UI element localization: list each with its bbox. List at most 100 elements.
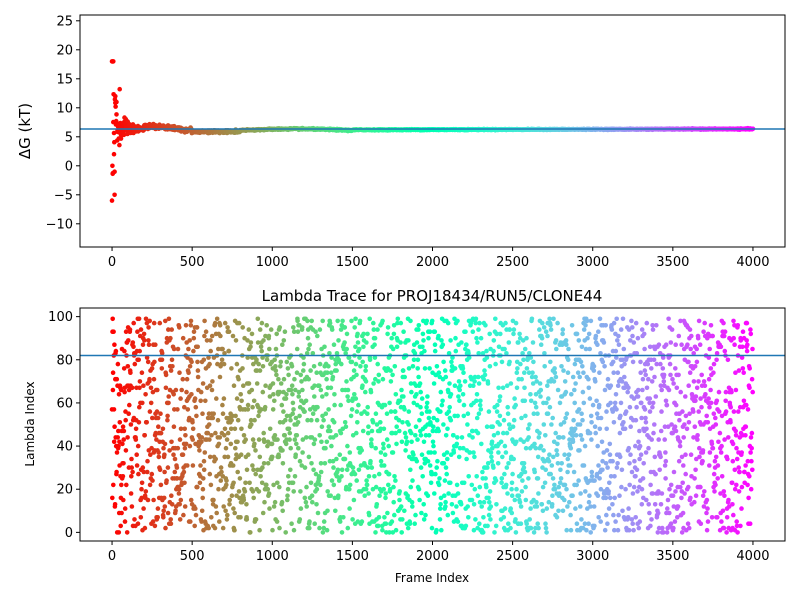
lambda-trace-point [245,407,251,412]
lambda-trace-point [227,502,232,507]
lambda-trace-point [217,374,223,380]
lambda-trace-point [600,467,605,473]
lambda-trace-point [465,504,471,509]
lambda-trace-point [436,428,442,434]
lambda-trace-point [579,437,585,442]
lambda-trace-point [438,495,444,501]
lambda-trace-point [321,417,326,423]
lambda-trace-point [543,525,549,531]
lambda-trace-point [189,392,194,397]
lambda-trace-point [437,476,442,481]
lambda-trace-point [524,335,529,341]
lambda-trace-point [238,452,244,458]
lambda-trace-point [135,521,141,526]
lambda-trace-point [244,502,249,507]
lambda-trace-point [656,342,662,348]
lambda-trace-point [139,480,145,486]
lambda-trace-point [686,484,691,490]
lambda-trace-point [646,502,651,507]
lambda-trace-point [218,465,224,470]
lambda-trace-point [119,482,124,488]
lambda-trace-point [561,420,567,425]
lambda-trace-point [602,491,608,496]
lambda-trace-point [538,342,544,348]
lambda-trace-point [658,502,664,507]
lambda-trace-point [587,493,592,499]
lambda-trace-point [339,530,345,535]
lambda-trace-point [598,415,604,421]
lambda-trace-point [705,420,711,425]
lambda-trace-point [526,476,531,481]
lambda-trace-point [294,433,300,438]
lambda-trace-point [708,366,714,371]
lambda-trace-point [504,383,510,389]
lambda-trace-point [532,441,537,447]
lambda-trace-point [692,499,697,505]
lambda-trace-point [162,504,168,509]
lambda-trace-point [250,489,256,494]
lambda-trace-point [726,497,731,503]
lambda-trace-point [493,523,499,529]
lambda-trace-point [474,335,479,341]
lambda-trace-point [339,467,345,473]
lambda-trace-point [537,381,543,386]
lambda-trace-point [458,383,463,389]
lambda-trace-point [663,476,668,481]
lambda-trace-point [251,495,256,501]
lambda-trace-point [517,331,522,337]
lambda-trace-point [224,437,230,442]
lambda-trace-point [705,519,711,524]
delta-g-point [114,112,119,117]
lambda-trace-point [166,316,172,322]
lambda-trace-point [190,420,195,425]
lambda-trace-point [420,474,426,479]
lambda-trace-point [360,383,365,389]
lambda-trace-point [308,368,313,373]
lambda-trace-point [608,474,614,479]
lambda-trace-point [474,415,480,421]
lambda-trace-point [719,519,724,524]
lambda-trace-point [111,329,116,335]
lambda-trace-point [474,392,480,397]
lambda-trace-point [239,426,244,432]
lambda-trace-point [214,396,219,401]
lambda-trace-point [350,465,356,470]
lambda-trace-point [277,325,283,330]
lambda-trace-point [644,426,649,432]
lambda-trace-point [264,323,270,328]
lambda-trace-point [497,398,502,404]
lambda-trace-point [714,398,720,404]
lambda-trace-point [673,402,679,408]
lambda-trace-point [220,402,225,408]
lambda-trace-point [285,497,290,503]
lambda-trace-point [207,361,212,367]
lambda-trace-point [521,465,527,470]
lambda-trace-point [201,467,207,473]
lambda-trace-point [235,417,241,423]
lambda-trace-point [186,346,191,352]
lambda-trace-point [408,484,414,490]
lambda-trace-point [518,361,523,367]
lambda-trace-point [260,465,265,470]
lambda-trace-point [494,331,500,337]
lambda-trace-point [338,402,344,408]
lambda-trace-point [322,344,327,350]
lambda-trace-point [354,372,359,378]
lambda-trace-point [570,439,576,445]
lambda-trace-point [454,504,459,509]
lambda-trace-point [572,400,577,406]
lambda-trace-point [540,465,545,470]
lambda-trace-point [223,508,228,514]
lambda-trace-point [581,327,587,332]
lambda-trace-point [365,331,370,337]
lambda-trace-point [393,527,399,533]
lambda-trace-point [496,385,501,391]
lambda-trace-point [393,478,398,483]
lambda-trace-point [416,327,421,332]
lambda-trace-point [147,482,153,488]
lambda-trace-point [489,458,495,464]
lambda-trace-point [678,389,683,395]
lambda-trace-point [537,430,542,436]
lambda-trace-point [582,443,588,449]
lambda-trace-point [371,320,376,326]
